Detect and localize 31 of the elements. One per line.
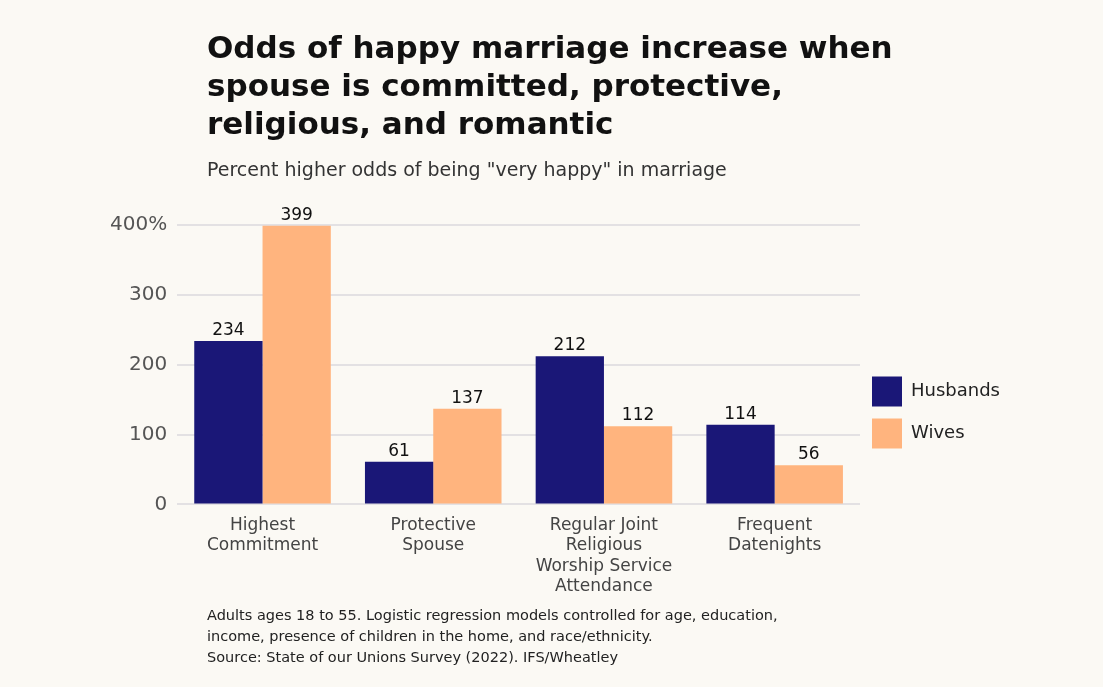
bar — [706, 424, 775, 504]
bar — [774, 465, 843, 504]
data-label: 61 — [388, 439, 410, 460]
data-label: 112 — [621, 404, 655, 425]
bar — [364, 461, 434, 504]
bar — [433, 408, 502, 504]
data-label: 234 — [212, 318, 245, 339]
bar — [535, 356, 604, 504]
bar — [262, 225, 331, 504]
x-tick-label: Highest Commitment — [206, 514, 319, 555]
data-label: 399 — [280, 203, 313, 224]
chart-subtitle: Percent higher odds of being "very happy" in marriage — [207, 158, 727, 180]
y-tick-label: 200 — [128, 350, 168, 375]
y-tick-label: 300 — [128, 281, 168, 306]
legend-label: Wives — [911, 421, 965, 443]
data-label: 212 — [553, 334, 587, 355]
y-tick-label: 0 — [154, 490, 168, 515]
x-tick-label: Frequent Datenights — [728, 514, 822, 555]
bar — [603, 426, 673, 504]
legend-label: Husbands — [911, 379, 1001, 401]
bar — [194, 340, 263, 504]
y-tick-label: 100 — [128, 420, 168, 445]
text: Adults ages 18 to 55. Logistic regression models controlled for age, education, income, presence of children in the home, and race/ethnicity. — [207, 606, 779, 646]
y-tick-label: 400% — [109, 211, 168, 236]
data-label: 56 — [797, 443, 820, 464]
chart-title: Odds of happy marriage increase when spouse is committed, protective, religious, and romantic — [207, 28, 894, 142]
x-tick-label: Regular Joint Religious Worship Service Attendance — [535, 514, 673, 596]
source-note: Source: State of our Unions Survey (2022). IFS/Wheatley — [207, 648, 620, 667]
data-label: 114 — [724, 402, 757, 423]
x-tick-label: Protective Spouse — [390, 514, 476, 555]
data-label: 137 — [451, 386, 484, 407]
